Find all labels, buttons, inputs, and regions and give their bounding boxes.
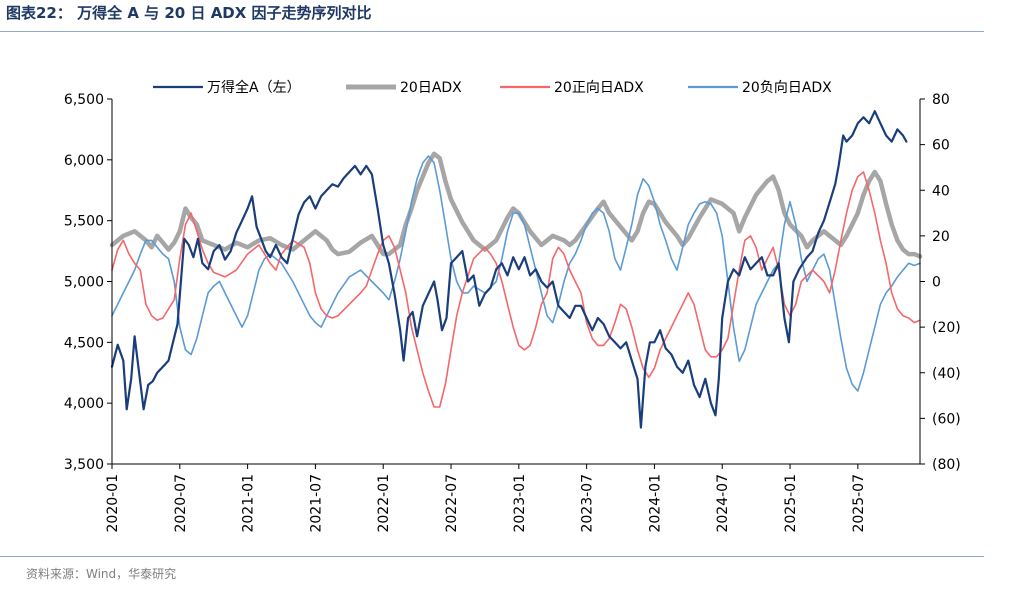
legend-pos-adx-label: 20正向日ADX [554,80,644,96]
legend-wind-a-label: 万得全A（左） [207,79,301,96]
right-tick-label: 80 [932,92,950,108]
series-adx-line [109,151,923,259]
right-tick-label: (80) [932,457,961,473]
legend-adx: 20日ADX [346,80,462,96]
x-tick-label: 2023-07 [580,474,596,533]
left-tick-label: 6,500 [64,92,104,108]
legend-adx-label: 20日ADX [400,80,462,96]
series-lines [109,110,923,429]
top-rule [0,31,984,32]
left-tick-label: 5,500 [64,214,104,230]
x-tick-label: 2021-07 [308,474,324,533]
left-tick-label: 4,500 [64,335,104,351]
right-tick-label: 40 [932,183,950,199]
left-tick-label: 5,000 [64,275,104,291]
figure-title: 图表22： 万得全 A 与 20 日 ADX 因子走势序列对比 [6,4,372,22]
legend-pos-adx: 20正向日ADX [500,80,644,96]
right-tick-label: (40) [932,366,961,382]
x-tick-label: 2025-01 [783,474,799,533]
series-neg-adx-line [111,155,921,392]
chart-axes: 6,500 6,000 5,500 5,000 4,500 4,000 3,500 80 60 4… [64,92,961,533]
x-tick-label: 2025-07 [851,474,867,533]
left-tick-label: 6,000 [64,153,104,169]
chart: 万得全A（左） 20日ADX 20正向日ADX 20负向日ADX 6,500 6,000… [64,79,961,533]
x-tick-label: 2021-01 [241,474,257,533]
left-tick-label: 3,500 [64,457,104,473]
x-tick-label: 2024-01 [647,474,663,533]
right-tick-label: (60) [932,411,961,427]
legend-wind-a: 万得全A（左） [153,79,301,96]
x-tick-label: 2022-01 [376,474,392,533]
legend-neg-adx-label: 20负向日ADX [742,80,832,96]
x-tick-label: 2022-07 [444,474,460,532]
right-tick-label: 60 [932,138,950,154]
x-tick-label: 2020-07 [173,474,189,533]
x-tick-label: 2024-07 [715,474,731,533]
x-tick-label: 2023-01 [512,474,528,533]
chart-legend: 万得全A（左） 20日ADX 20正向日ADX 20负向日ADX [153,79,832,96]
right-tick-label: 20 [932,229,950,245]
right-tick-label: 0 [932,275,941,291]
left-tick-label: 4,000 [64,396,104,412]
bottom-rule [0,556,984,557]
right-tick-label: (20) [932,320,961,336]
x-tick-label: 2020-01 [105,474,121,533]
series-pos-adx-line [111,171,921,408]
legend-neg-adx: 20负向日ADX [688,80,832,96]
series-wind-a-line [110,110,908,429]
source-note: 资料来源：Wind，华泰研究 [26,567,177,581]
